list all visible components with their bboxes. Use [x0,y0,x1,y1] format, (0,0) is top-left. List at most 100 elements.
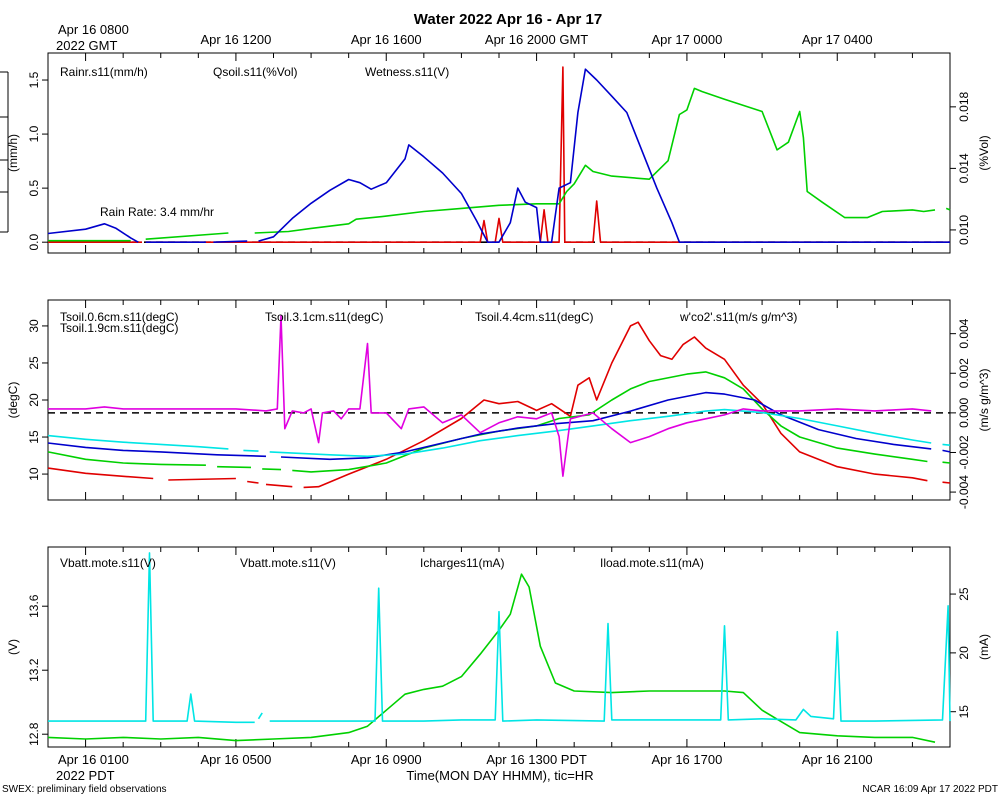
y-left-tick-label: 13.6 [27,594,41,618]
series-line-segment [47,467,154,480]
bottom-axis-tick-label: Apr 16 0500 [200,752,271,767]
series-line-segment [47,573,936,743]
rain-rate-annotation: Rain Rate: 3.4 mm/hr [100,205,214,219]
series-Vbatt.mote.s11(V) [47,573,936,743]
series-line-segment [265,483,293,488]
bottom-axis-tick-label: Apr 16 1300 PDT [486,752,587,767]
panel-frame [47,299,951,501]
y-left-tick-label: 1.5 [27,71,41,88]
series-line-segment [145,66,950,243]
legend-entry: Vbatt.mote.s11(V) [60,556,156,570]
series-line-segment [269,587,951,722]
series-line-segment [303,321,928,489]
series-line-segment [213,240,248,243]
legend-entry: Vbatt.mote.s11(V) [240,556,336,570]
y-right-tick-label: 25 [957,587,971,601]
series-line-segment [254,87,936,234]
series-line-segment [292,371,928,473]
series-line-segment [47,451,206,466]
legend-entry: Iload.mote.s11(mA) [600,556,704,570]
y-right-tick-label: -0.004 [957,475,971,509]
series-Wetness.s11(V) [47,68,950,243]
legend-entry: Tsoil.4.4cm.s11(degC) [475,310,594,324]
footer-left-note: SWEX: preliminary field observations [2,784,167,795]
y-right-tick-label: 20 [957,646,971,660]
y-left-tick-label: 20 [27,393,41,407]
series-line-segment [942,443,951,446]
y-right-tick-label: 15 [957,705,971,719]
top-axis-tick-label: Apr 17 0000 [651,32,722,47]
series-Rainr.s11(mm/h) [48,66,950,243]
y-left-axis-title: (mm/h) [6,134,20,172]
series-line-segment [269,408,932,458]
y-right-axis-title: (m/s g/m^3) [977,369,991,432]
bottom-axis-sublabel: 2022 PDT [56,768,115,783]
series-Tsoil.0.6cm.s11(degC) [47,321,951,489]
series-line-segment [262,468,282,471]
y-left-tick-label: 0.5 [27,179,41,196]
bottom-axis-tick-label: Apr 16 2100 [802,752,873,767]
legend-entry: Tsoil.1.9cm.s11(degC) [60,321,179,335]
top-time-axis: Apr 16 0800 Apr 16 1200 Apr 16 1600 Apr 16 … [58,22,873,47]
legend-entry: Tsoil.0.6cm.s11(degC) [60,310,179,324]
series-Qsoil.s11(%Vol) [48,87,951,242]
series-line-segment [945,207,951,211]
x-axis-label: Time(MON DAY HHMM), tic=HR [406,768,593,783]
y-right-tick-label: 0.018 [957,92,971,122]
top-axis-tick-label: Apr 16 1600 [351,32,422,47]
y-left-tick-label: 15 [27,430,41,444]
series-line-segment [48,552,255,724]
bottom-axis-tick-label: Apr 16 0100 [58,752,129,767]
bottom-axis-tick-label: Apr 16 0900 [351,752,422,767]
series-Tsoil.4.4cm.s11(degC) [47,408,951,458]
footer-right-note: NCAR 16:09 Apr 17 2022 PDT [862,784,998,795]
series-line-segment [47,434,229,450]
series-line-segment [217,465,252,469]
series-Tsoil.3.1cm.s11(degC) [47,391,951,461]
legend-entry: Rainr.s11(mm/h) [60,65,148,79]
y-right-tick-label: -0.002 [957,435,971,469]
series-line-segment [247,480,259,484]
bottom-axis-tick-label: Apr 16 1700 [651,752,722,767]
series-line-segment [243,449,259,452]
y-left-tick-label: 25 [27,356,41,370]
left-edge-bracket [0,71,9,233]
bottom-time-axis: Apr 16 0100 Apr 16 0500 Apr 16 0900 Apr 16 … [58,752,873,767]
top-axis-tick-label: Apr 16 1200 [200,32,271,47]
series-line-segment [47,442,267,458]
series-line-segment [47,223,139,243]
top-axis-tick-label: Apr 17 0400 [802,32,873,47]
series-line-segment [280,391,932,461]
y-left-tick-label: 1.0 [27,125,41,142]
top-axis-sublabel: 2022 GMT [56,38,117,53]
y-left-axis-title: (degC) [6,382,20,419]
y-left-axis-title: (V) [6,639,20,655]
chart-panels: 0.0 0.5 1.0 1.5 0.010 0.014 0.018 (mm/h) (%Vol) R… [6,52,991,748]
series-line-segment [942,461,951,464]
series-line-segment [48,314,932,478]
chart-title: Water 2022 Apr 16 - Apr 17 [414,11,602,28]
y-left-tick-label: 10 [27,467,41,481]
top-axis-tick-label: Apr 16 2000 GMT [485,32,588,47]
y-right-tick-label: 0.002 [957,358,971,388]
series-line-segment [257,712,263,720]
y-right-tick-label: 0.014 [957,153,971,183]
y-right-tick-label: 0.000 [957,398,971,428]
top-axis-tick-label: Apr 16 0800 [58,22,129,37]
legend-entry: Icharges11(mA) [420,556,504,570]
series-Iload.mote.s11(mA) [48,552,951,724]
series-line-segment [258,68,950,243]
chart-panel-1: 0.0 0.5 1.0 1.5 0.010 0.014 0.018 (mm/h) (%Vol) R… [6,52,991,254]
legend-entry: Tsoil.3.1cm.s11(degC) [265,310,384,324]
series-w'co2'.s11(m/s g/m^3) [48,314,932,478]
legend-entry: Wetness.s11(V) [365,65,449,79]
y-left-tick-label: 12.8 [27,722,41,746]
chart-panel-2: 10 15 20 25 30 -0.004 -0.002 0.000 0.002 0.004 (de… [6,299,991,509]
series-line-segment [168,477,236,481]
series-line-segment [145,232,229,240]
series-Tsoil.1.9cm.s11(degC) [47,371,951,473]
chart-panel-3: 12.8 13.2 13.6 15 20 25 (V) (mA) Vbatt.mote.s11(… [6,546,991,748]
series-line-segment [942,481,951,484]
y-left-tick-label: 13.2 [27,658,41,682]
